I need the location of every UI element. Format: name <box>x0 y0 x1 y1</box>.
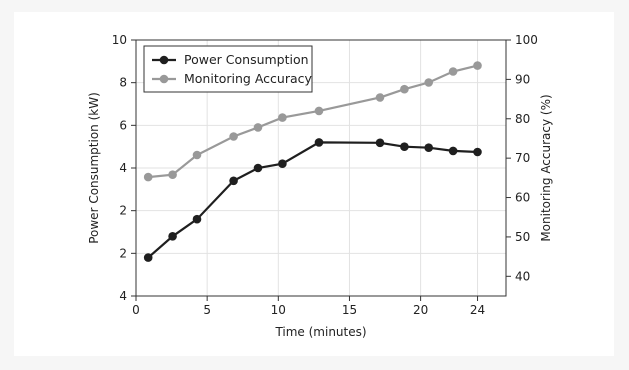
legend: Power Consumption Monitoring Accuracy <box>143 45 313 93</box>
right-tick-label: 100 <box>515 33 538 47</box>
right-tick-label: 50 <box>515 230 530 244</box>
monitoring-accuracy-line <box>148 64 478 179</box>
left-tick-label: 8 <box>119 76 127 90</box>
monitoring-accuracy-point <box>473 61 482 70</box>
monitoring-accuracy-point <box>448 67 458 76</box>
legend-monitoring-accuracy-swatch-marker <box>159 74 169 84</box>
monitoring-accuracy-point <box>253 123 263 132</box>
power-consumption-point <box>192 214 202 224</box>
right-axis-ticks: 40 50 60 70 80 90 100 <box>506 33 538 283</box>
power-consumption-point <box>168 232 177 241</box>
legend-monitoring-accuracy-label: Monitoring Accuracy <box>184 71 312 86</box>
monitoring-accuracy-point <box>143 172 153 182</box>
right-tick-label: 80 <box>515 112 530 126</box>
left-tick-label: 2 <box>119 246 127 260</box>
x-axis-ticks: 0 5 10 15 20 24 <box>132 296 485 317</box>
monitoring-accuracy-point <box>229 132 238 141</box>
power-consumption-point <box>253 163 263 173</box>
left-axis-ticks: 4 2 2 4 6 8 10 <box>112 33 136 303</box>
monitoring-accuracy-point <box>424 78 434 87</box>
right-tick-label: 70 <box>515 151 530 165</box>
left-tick-label: 4 <box>119 289 127 303</box>
power-consumption-point <box>400 142 409 151</box>
series-layer <box>143 61 482 262</box>
monitoring-accuracy-point <box>375 93 385 102</box>
power-consumption-point <box>375 138 385 148</box>
right-axis-label: Monitoring Accuracy (%) <box>539 94 553 241</box>
power-consumption-point <box>473 147 482 157</box>
left-tick-label: 6 <box>119 118 127 132</box>
right-tick-label: 40 <box>515 269 530 283</box>
monitoring-accuracy-point <box>192 150 202 160</box>
monitoring-accuracy-point <box>400 84 409 94</box>
chart-card: 4 2 2 4 6 8 10 40 50 60 70 80 90 100 0 5 10 15 20 24 Time… <box>14 12 614 356</box>
x-tick-label: 10 <box>271 303 286 317</box>
x-tick-label: 24 <box>470 303 485 317</box>
legend-power-consumption-swatch-marker <box>159 55 169 65</box>
left-axis-label: Power Consumption (kW) <box>87 92 101 244</box>
left-tick-label: 2 <box>119 204 127 218</box>
x-axis-label: Time (minutes) <box>274 325 366 339</box>
x-tick-label: 15 <box>342 303 357 317</box>
right-tick-label: 60 <box>515 191 530 205</box>
left-tick-label: 4 <box>119 161 127 175</box>
power-consumption-line <box>147 141 478 259</box>
power-consumption-point <box>424 143 434 152</box>
power-consumption-point <box>278 159 287 168</box>
legend-box <box>143 45 313 93</box>
left-tick-label: 10 <box>112 33 127 47</box>
monitoring-accuracy-point <box>278 113 287 122</box>
x-tick-label: 0 <box>132 303 140 317</box>
legend-power-consumption-label: Power Consumption <box>184 52 309 67</box>
monitoring-accuracy-point <box>168 170 177 179</box>
monitoring-accuracy-point <box>314 106 324 116</box>
x-tick-label: 5 <box>203 303 211 317</box>
power-consumption-point <box>314 138 324 147</box>
power-consumption-point <box>229 176 238 186</box>
x-tick-label: 20 <box>413 303 428 317</box>
right-tick-label: 90 <box>515 72 530 86</box>
power-consumption-point <box>448 146 458 156</box>
power-consumption-point <box>143 253 153 262</box>
